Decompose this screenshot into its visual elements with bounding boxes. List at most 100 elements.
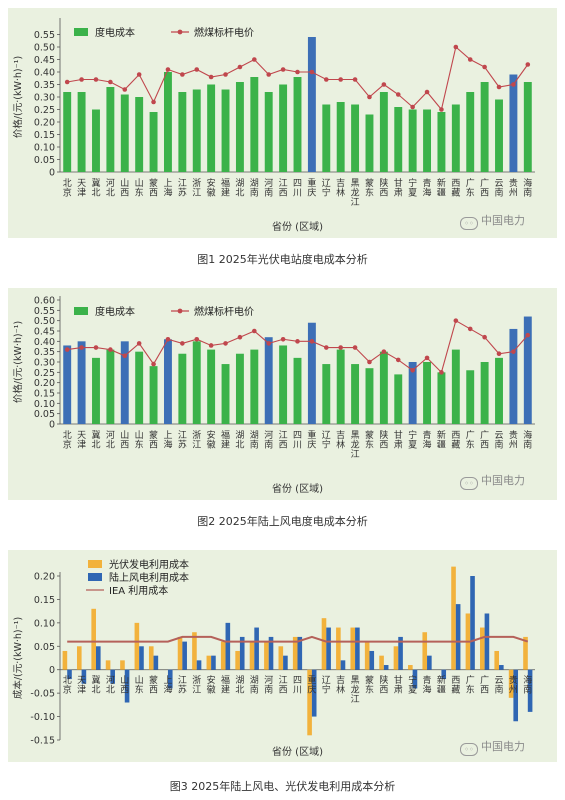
bar	[480, 627, 485, 670]
x-tick-label: 广	[466, 429, 475, 441]
y-tick-label: 0.20	[34, 118, 55, 129]
x-tick-label: 徽	[207, 684, 216, 696]
x-tick-label: 南	[264, 187, 273, 199]
x-tick-label: 上	[163, 430, 172, 441]
bar	[76, 646, 82, 670]
line-point	[208, 74, 214, 80]
x-tick-label: 西	[451, 178, 460, 189]
x-tick-label: 甘	[394, 674, 403, 686]
x-tick-label: 江	[178, 430, 187, 441]
x-tick-label: 南	[250, 684, 259, 696]
x-tick-label: 北	[63, 675, 72, 686]
x-tick-label: 河	[106, 177, 115, 189]
bar	[311, 669, 317, 717]
x-tick-label: 东	[365, 439, 374, 451]
line-point	[323, 345, 329, 350]
bar	[364, 641, 370, 670]
line-point	[309, 339, 315, 344]
bar	[95, 646, 101, 670]
x-tick-label: 肃	[394, 684, 403, 696]
bar	[249, 641, 255, 670]
x-tick-label: 西	[279, 440, 288, 451]
x-tick-label: 山	[135, 675, 144, 686]
y-tick-label: -0.15	[30, 736, 55, 747]
x-tick-label: 辽	[322, 178, 331, 189]
chart-panel-1: 0 0.05 0.10 0.15 0.20 0.25 0.30 0.35 0.40 0.45 0.5…	[8, 8, 557, 238]
x-tick-label: 广	[480, 674, 489, 686]
x-tick-label: 庆	[307, 684, 316, 696]
bar	[105, 660, 111, 670]
x-tick-label: 海	[423, 439, 432, 451]
bar	[379, 92, 388, 172]
line-point	[252, 57, 257, 62]
x-tick-label: 南	[495, 187, 504, 199]
line-point	[496, 84, 502, 90]
bar	[239, 636, 245, 670]
y-tick-label: 0.10	[34, 399, 55, 410]
x-tick-label: 陕	[379, 429, 388, 441]
bar	[264, 337, 273, 424]
bar	[196, 660, 202, 670]
line-point	[453, 44, 459, 50]
x-tick-label: 湖	[235, 178, 244, 189]
x-tick-label: 天	[77, 179, 86, 189]
x-tick-label: 冀	[91, 429, 100, 441]
x-axis-title: 省份 (区域)	[272, 220, 323, 233]
x-tick-label: 徽	[207, 187, 216, 199]
bar	[451, 104, 460, 172]
legend-swatch	[88, 573, 102, 581]
x-tick-label: 山	[120, 430, 129, 441]
x-tick-label: 苏	[178, 684, 187, 696]
bar	[307, 37, 316, 172]
x-tick-label: 川	[293, 686, 302, 696]
wechat-icon: ◦◦	[460, 743, 478, 756]
y-tick-label: 0.35	[34, 80, 55, 91]
line-point	[136, 341, 142, 346]
y-tick-label: 0.05	[34, 642, 55, 653]
bar	[167, 669, 173, 689]
line-point	[352, 77, 358, 82]
y-tick-label: 0.60	[34, 296, 55, 307]
line-point	[410, 367, 415, 373]
bar	[427, 655, 432, 670]
chart-panel-2: 0 0.05 0.10 0.15 0.20 0.25 0.30 0.35 0.40 0.45 0.5…	[8, 288, 557, 500]
line-point	[266, 341, 272, 346]
series-line	[67, 635, 529, 643]
bar	[178, 353, 187, 424]
x-tick-label: 江	[351, 197, 360, 208]
bar	[499, 665, 504, 670]
bar	[523, 636, 528, 670]
bar	[206, 655, 212, 670]
bar	[451, 566, 456, 670]
x-tick-label: 海	[163, 684, 172, 696]
y-axis-title: 价格/(元·(kW·h)⁻¹)	[12, 321, 24, 403]
x-tick-label: 重	[307, 177, 316, 189]
line-point	[352, 345, 358, 350]
watermark-logo: ◦◦ 中国电力	[460, 212, 525, 230]
x-tick-label: 青	[423, 429, 432, 441]
legend-label: 光伏发电利用成本	[109, 558, 189, 571]
line-point	[122, 353, 128, 359]
bar	[470, 576, 475, 670]
x-tick-label: 青	[423, 177, 432, 189]
line-point	[151, 361, 156, 367]
line-point	[136, 72, 142, 77]
y-tick-label: 0.40	[34, 68, 55, 79]
bar	[278, 646, 284, 670]
x-tick-label: 藏	[451, 187, 460, 199]
line-point	[194, 67, 200, 72]
bar	[135, 97, 144, 172]
y-axis-title: 价格/(元·(kW·h)⁻¹)	[12, 56, 24, 138]
watermark-logo: ◦◦ 中国电力	[460, 472, 525, 490]
line-point	[108, 79, 113, 85]
x-tick-label: 辽	[322, 430, 331, 441]
bar	[135, 351, 144, 424]
y-tick-label: 0.55	[34, 30, 55, 41]
x-tick-label: 蒙	[365, 429, 374, 441]
y-tick-label: 0.20	[34, 378, 55, 389]
x-tick-label: 北	[91, 685, 100, 696]
bar	[336, 349, 345, 424]
bar	[178, 92, 187, 172]
x-tick-label: 四	[293, 676, 302, 686]
bar	[139, 646, 144, 670]
